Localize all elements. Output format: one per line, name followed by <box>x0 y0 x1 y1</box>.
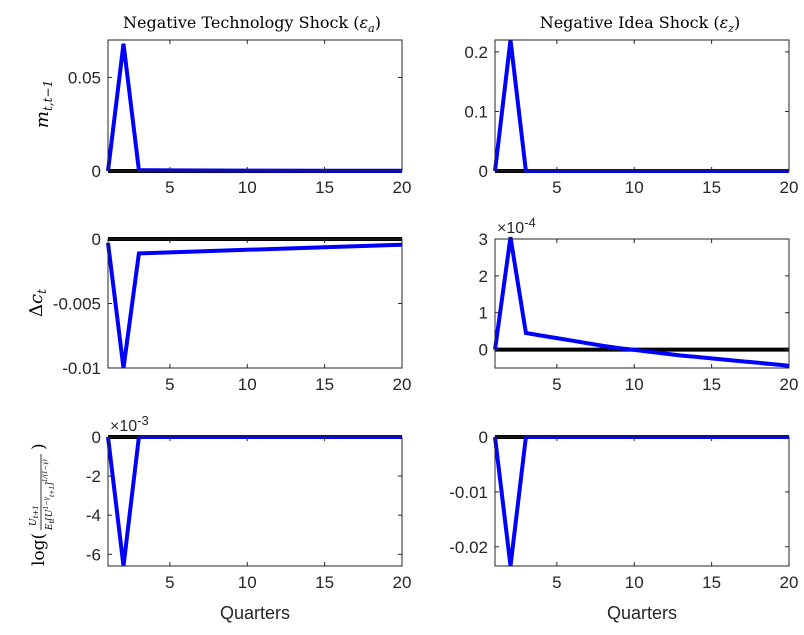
x-tick-label: 5 <box>165 375 174 394</box>
response-line <box>493 236 790 368</box>
svg-text:log(: log( <box>29 533 49 566</box>
x-tick-label: 10 <box>625 375 644 394</box>
axis-multiplier: ×10-4 <box>497 215 536 237</box>
svg-text:mt,t−1: mt,t−1 <box>32 80 55 128</box>
title-idea-shock: Negative Idea Shock (εz) <box>540 13 741 35</box>
y-tick-label: 0.2 <box>464 43 488 62</box>
x-tick-label: 15 <box>702 178 721 197</box>
y-tick-label: 2 <box>479 267 488 286</box>
x-tick-label: 10 <box>238 178 257 197</box>
y-tick-label: -6 <box>86 545 101 564</box>
x-tick-label: 10 <box>625 573 644 592</box>
response-line <box>106 242 403 369</box>
svg-text:Δct: Δct <box>26 289 49 317</box>
y-tick-label: -0.02 <box>449 538 488 557</box>
ylabel-log-ratio: log( Ut+1 Et[U1−γt+1]1/(1−γ) ) <box>29 443 56 566</box>
y-tick-label: -4 <box>86 506 101 525</box>
y-tick-label: 0 <box>92 230 101 249</box>
response-line <box>493 39 789 173</box>
x-tick-label: 15 <box>315 178 334 197</box>
x-tick-label: 10 <box>625 178 644 197</box>
x-tick-label: 20 <box>780 375 799 394</box>
y-tick-label: 0 <box>479 428 488 447</box>
x-axis-label: Quarters <box>220 603 290 623</box>
y-tick-label: 0.05 <box>68 68 101 87</box>
y-tick-label: -0.01 <box>62 359 101 378</box>
axes-frame <box>107 39 403 172</box>
x-tick-label: 20 <box>393 573 412 592</box>
y-tick-label: 0.1 <box>464 102 488 121</box>
x-tick-label: 5 <box>165 178 174 197</box>
svg-text:Ut+1: Ut+1 <box>29 505 40 526</box>
svg-text:Negative Technology Shock (εa): Negative Technology Shock (εa) <box>123 13 381 35</box>
x-tick-label: 10 <box>238 375 257 394</box>
response-line <box>106 43 402 173</box>
y-tick-label: 0 <box>92 428 101 447</box>
axis-multiplier: ×10-3 <box>110 413 149 435</box>
response-line <box>106 435 402 567</box>
svg-text:Negative Idea Shock (εz): Negative Idea Shock (εz) <box>540 13 741 35</box>
panel-1: 5 10 15 20 0 0.05 <box>68 39 412 197</box>
svg-text:Et[U1−γt+1]1/(1−γ): Et[U1−γt+1]1/(1−γ) <box>42 459 56 531</box>
panel-3: 5 10 15 20 -0.01 -0.005 0 <box>53 230 412 394</box>
axes-frame <box>107 238 403 369</box>
y-tick-label: 1 <box>479 304 488 323</box>
axes-frame <box>494 238 790 369</box>
response-line <box>493 435 789 567</box>
x-tick-label: 10 <box>238 573 257 592</box>
x-tick-label: 5 <box>552 375 561 394</box>
x-tick-label: 15 <box>702 573 721 592</box>
y-tick-label: 3 <box>479 230 488 249</box>
axes-frame <box>107 436 403 567</box>
y-tick-label: -2 <box>86 467 101 486</box>
title-technology-shock: Negative Technology Shock (εa) <box>123 13 381 35</box>
x-tick-label: 15 <box>315 375 334 394</box>
x-tick-label: 5 <box>552 573 561 592</box>
x-axis-label: Quarters <box>607 603 677 623</box>
ylabel-m: mt,t−1 <box>32 80 55 128</box>
x-tick-label: 20 <box>780 178 799 197</box>
y-tick-label: 0 <box>92 162 101 181</box>
panel-5: 5 10 15 20 -6 -4 -2 0 ×10-3 Quarters <box>86 413 412 623</box>
x-tick-label: 20 <box>780 573 799 592</box>
y-tick-label: -0.01 <box>449 483 488 502</box>
panel-4: 5 10 15 20 0 1 2 3 ×10-4 <box>479 215 799 394</box>
y-tick-label: 0 <box>479 341 488 360</box>
ylabel-delta-c: Δct <box>26 289 49 317</box>
y-tick-label: 0 <box>479 162 488 181</box>
axes-frame <box>494 436 790 567</box>
x-tick-label: 20 <box>393 178 412 197</box>
panel-6: 5 10 15 20 -0.02 -0.01 0 Quarters <box>449 428 798 623</box>
x-tick-label: 20 <box>393 375 412 394</box>
x-tick-label: 15 <box>315 573 334 592</box>
x-tick-label: 5 <box>165 573 174 592</box>
panel-2: 5 10 15 20 0 0.1 0.2 <box>464 39 799 197</box>
x-tick-label: 15 <box>702 375 721 394</box>
axes-frame <box>494 39 790 172</box>
svg-text:): ) <box>29 443 49 450</box>
y-tick-label: -0.005 <box>53 295 101 314</box>
x-tick-label: 5 <box>552 178 561 197</box>
